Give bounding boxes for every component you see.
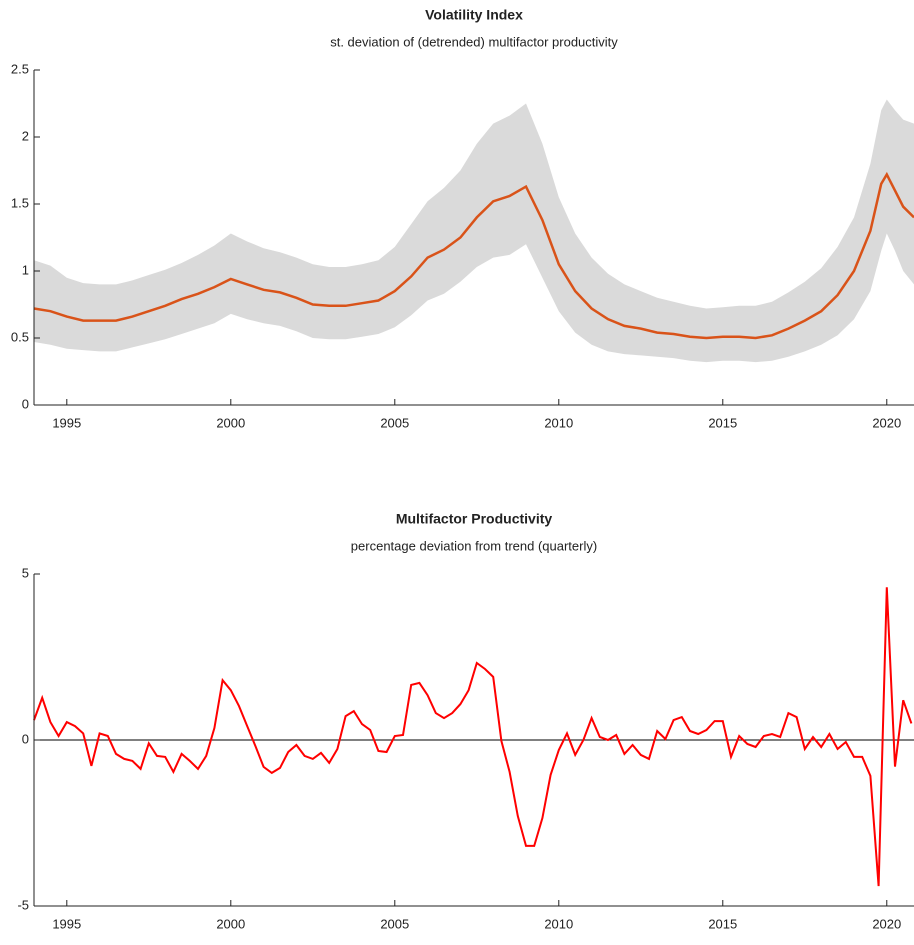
x-tick-label: 2015 xyxy=(708,916,737,931)
x-tick-label: 2000 xyxy=(216,916,245,931)
line xyxy=(33,171,914,340)
y-tick-label: 1 xyxy=(22,262,29,277)
y-tick-label: 2 xyxy=(22,128,29,143)
x-tick-label: 2005 xyxy=(380,415,409,430)
x-tick-label: 1995 xyxy=(52,916,81,931)
x-tick-label: 1995 xyxy=(52,415,81,430)
y-tick-label: 0 xyxy=(22,396,29,411)
x-tick-label: 2005 xyxy=(380,916,409,931)
confidence-band xyxy=(34,99,914,363)
chart-subtitle: st. deviation of (detrended) multifactor… xyxy=(330,34,618,49)
y-tick-label: 0.5 xyxy=(11,329,29,344)
chart-title: Volatility Index xyxy=(425,7,523,23)
chart-subtitle: percentage deviation from trend (quarter… xyxy=(351,538,597,553)
x-tick-label: 2020 xyxy=(872,916,901,931)
y-tick-label: 1.5 xyxy=(11,195,29,210)
y-tick-label: 5 xyxy=(22,565,29,580)
y-tick-label: 2.5 xyxy=(11,61,29,76)
chart-title: Multifactor Productivity xyxy=(396,511,553,527)
x-tick-label: 2000 xyxy=(216,415,245,430)
x-tick-label: 2020 xyxy=(872,415,901,430)
y-tick-label: 0 xyxy=(22,731,29,746)
x-tick-label: 2010 xyxy=(544,415,573,430)
x-tick-label: 2010 xyxy=(544,916,573,931)
y-tick-label: -5 xyxy=(17,897,29,912)
x-tick-label: 2015 xyxy=(708,415,737,430)
line xyxy=(33,587,913,887)
